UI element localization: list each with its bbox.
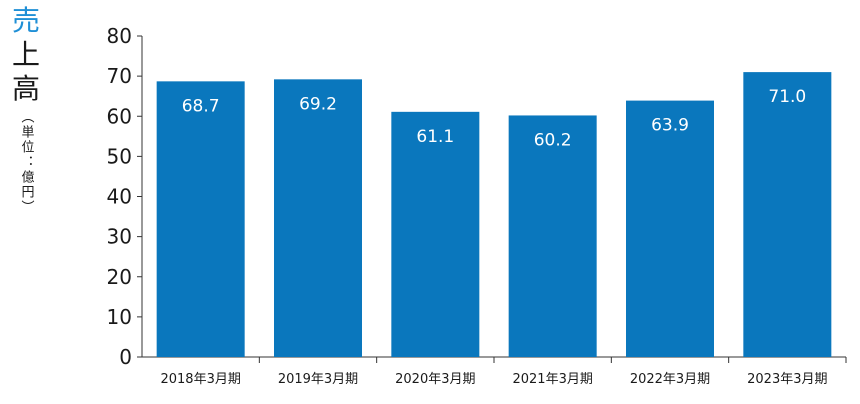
bar-value-label: 69.2 — [299, 94, 337, 114]
y-axis-label-char-1: 売 — [11, 4, 40, 37]
x-category-label: 2022年3月期 — [630, 372, 710, 387]
x-category-label: 2023年3月期 — [747, 372, 827, 387]
y-tick-label: 0 — [119, 345, 132, 369]
y-tick-label: 10 — [107, 305, 132, 329]
y-axis-unit: （単位：億円） — [18, 110, 34, 215]
bar — [156, 81, 245, 357]
bar — [274, 79, 362, 358]
y-tick-label: 50 — [107, 144, 132, 168]
y-tick-label: 60 — [107, 104, 132, 128]
bar-value-label: 68.7 — [182, 96, 220, 116]
y-tick-label: 30 — [107, 225, 132, 249]
x-category-label: 2018年3月期 — [160, 372, 240, 387]
bar — [391, 111, 480, 358]
bar — [743, 72, 832, 358]
x-category-label: 2019年3月期 — [278, 372, 358, 387]
y-axis-label-char-2: 上 — [11, 38, 40, 71]
y-axis-label: 売 上 高 （単位：億円） — [6, 4, 46, 244]
bar — [626, 100, 714, 357]
y-tick-label: 20 — [107, 265, 132, 289]
bar-value-label: 71.0 — [768, 87, 806, 107]
bar-value-label: 60.2 — [534, 130, 572, 150]
x-category-label: 2020年3月期 — [395, 372, 475, 387]
x-category-label: 2021年3月期 — [512, 372, 592, 387]
bar-value-label: 63.9 — [651, 116, 689, 136]
bar-value-label: 61.1 — [416, 127, 454, 147]
y-tick-label: 80 — [107, 24, 132, 48]
bar — [508, 115, 597, 357]
y-tick-label: 70 — [107, 64, 132, 88]
y-axis-label-char-3: 高 — [11, 72, 40, 105]
y-tick-label: 40 — [107, 185, 132, 209]
